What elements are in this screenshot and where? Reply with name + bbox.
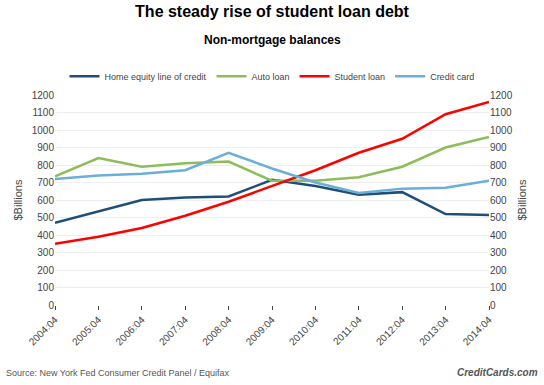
- svg-text:2013:04: 2013:04: [417, 314, 451, 348]
- svg-text:Non-mortgage balances: Non-mortgage balances: [204, 33, 341, 47]
- svg-text:Home equity line of credit: Home equity line of credit: [105, 72, 207, 82]
- svg-text:800: 800: [37, 160, 54, 171]
- svg-text:2007:04: 2007:04: [157, 314, 191, 348]
- svg-text:400: 400: [37, 230, 54, 241]
- svg-text:2005:04: 2005:04: [70, 314, 104, 348]
- svg-text:2006:04: 2006:04: [113, 314, 147, 348]
- svg-text:Credit card: Credit card: [430, 72, 474, 82]
- svg-text:1200: 1200: [32, 90, 55, 101]
- svg-text:CreditCards.com: CreditCards.com: [457, 367, 538, 378]
- svg-text:1000: 1000: [490, 125, 513, 136]
- svg-text:1100: 1100: [490, 107, 512, 118]
- svg-text:500: 500: [37, 212, 54, 223]
- svg-text:300: 300: [37, 247, 54, 258]
- svg-text:200: 200: [37, 265, 54, 276]
- svg-text:700: 700: [490, 177, 507, 188]
- svg-text:2008:04: 2008:04: [200, 314, 234, 348]
- svg-text:2014:04: 2014:04: [461, 314, 495, 348]
- svg-text:600: 600: [37, 195, 54, 206]
- svg-text:800: 800: [490, 160, 507, 171]
- svg-text:2004:04: 2004:04: [27, 314, 61, 348]
- svg-text:100: 100: [490, 282, 507, 293]
- svg-text:1100: 1100: [32, 107, 54, 118]
- svg-text:300: 300: [490, 247, 507, 258]
- svg-text:400: 400: [490, 230, 507, 241]
- svg-text:100: 100: [37, 282, 54, 293]
- svg-text:1000: 1000: [32, 125, 55, 136]
- svg-text:Student loan: Student loan: [335, 72, 386, 82]
- svg-text:900: 900: [490, 142, 507, 153]
- svg-text:Source: New York Fed Consumer: Source: New York Fed Consumer Credit Pan…: [6, 368, 230, 378]
- svg-text:600: 600: [490, 195, 507, 206]
- svg-text:Auto loan: Auto loan: [252, 72, 290, 82]
- svg-text:$Billions: $Billions: [12, 179, 24, 220]
- svg-text:0: 0: [490, 300, 496, 311]
- svg-text:2012:04: 2012:04: [374, 314, 408, 348]
- svg-text:500: 500: [490, 212, 507, 223]
- svg-text:The steady rise of student loa: The steady rise of student loan debt: [135, 3, 409, 20]
- svg-text:2010:04: 2010:04: [287, 314, 321, 348]
- svg-text:1200: 1200: [490, 90, 513, 101]
- svg-text:2009:04: 2009:04: [244, 314, 278, 348]
- svg-text:700: 700: [37, 177, 54, 188]
- svg-text:2011:04: 2011:04: [331, 314, 364, 347]
- svg-text:$Billions: $Billions: [516, 179, 528, 220]
- svg-text:200: 200: [490, 265, 507, 276]
- svg-text:0: 0: [48, 300, 54, 311]
- svg-text:900: 900: [37, 142, 54, 153]
